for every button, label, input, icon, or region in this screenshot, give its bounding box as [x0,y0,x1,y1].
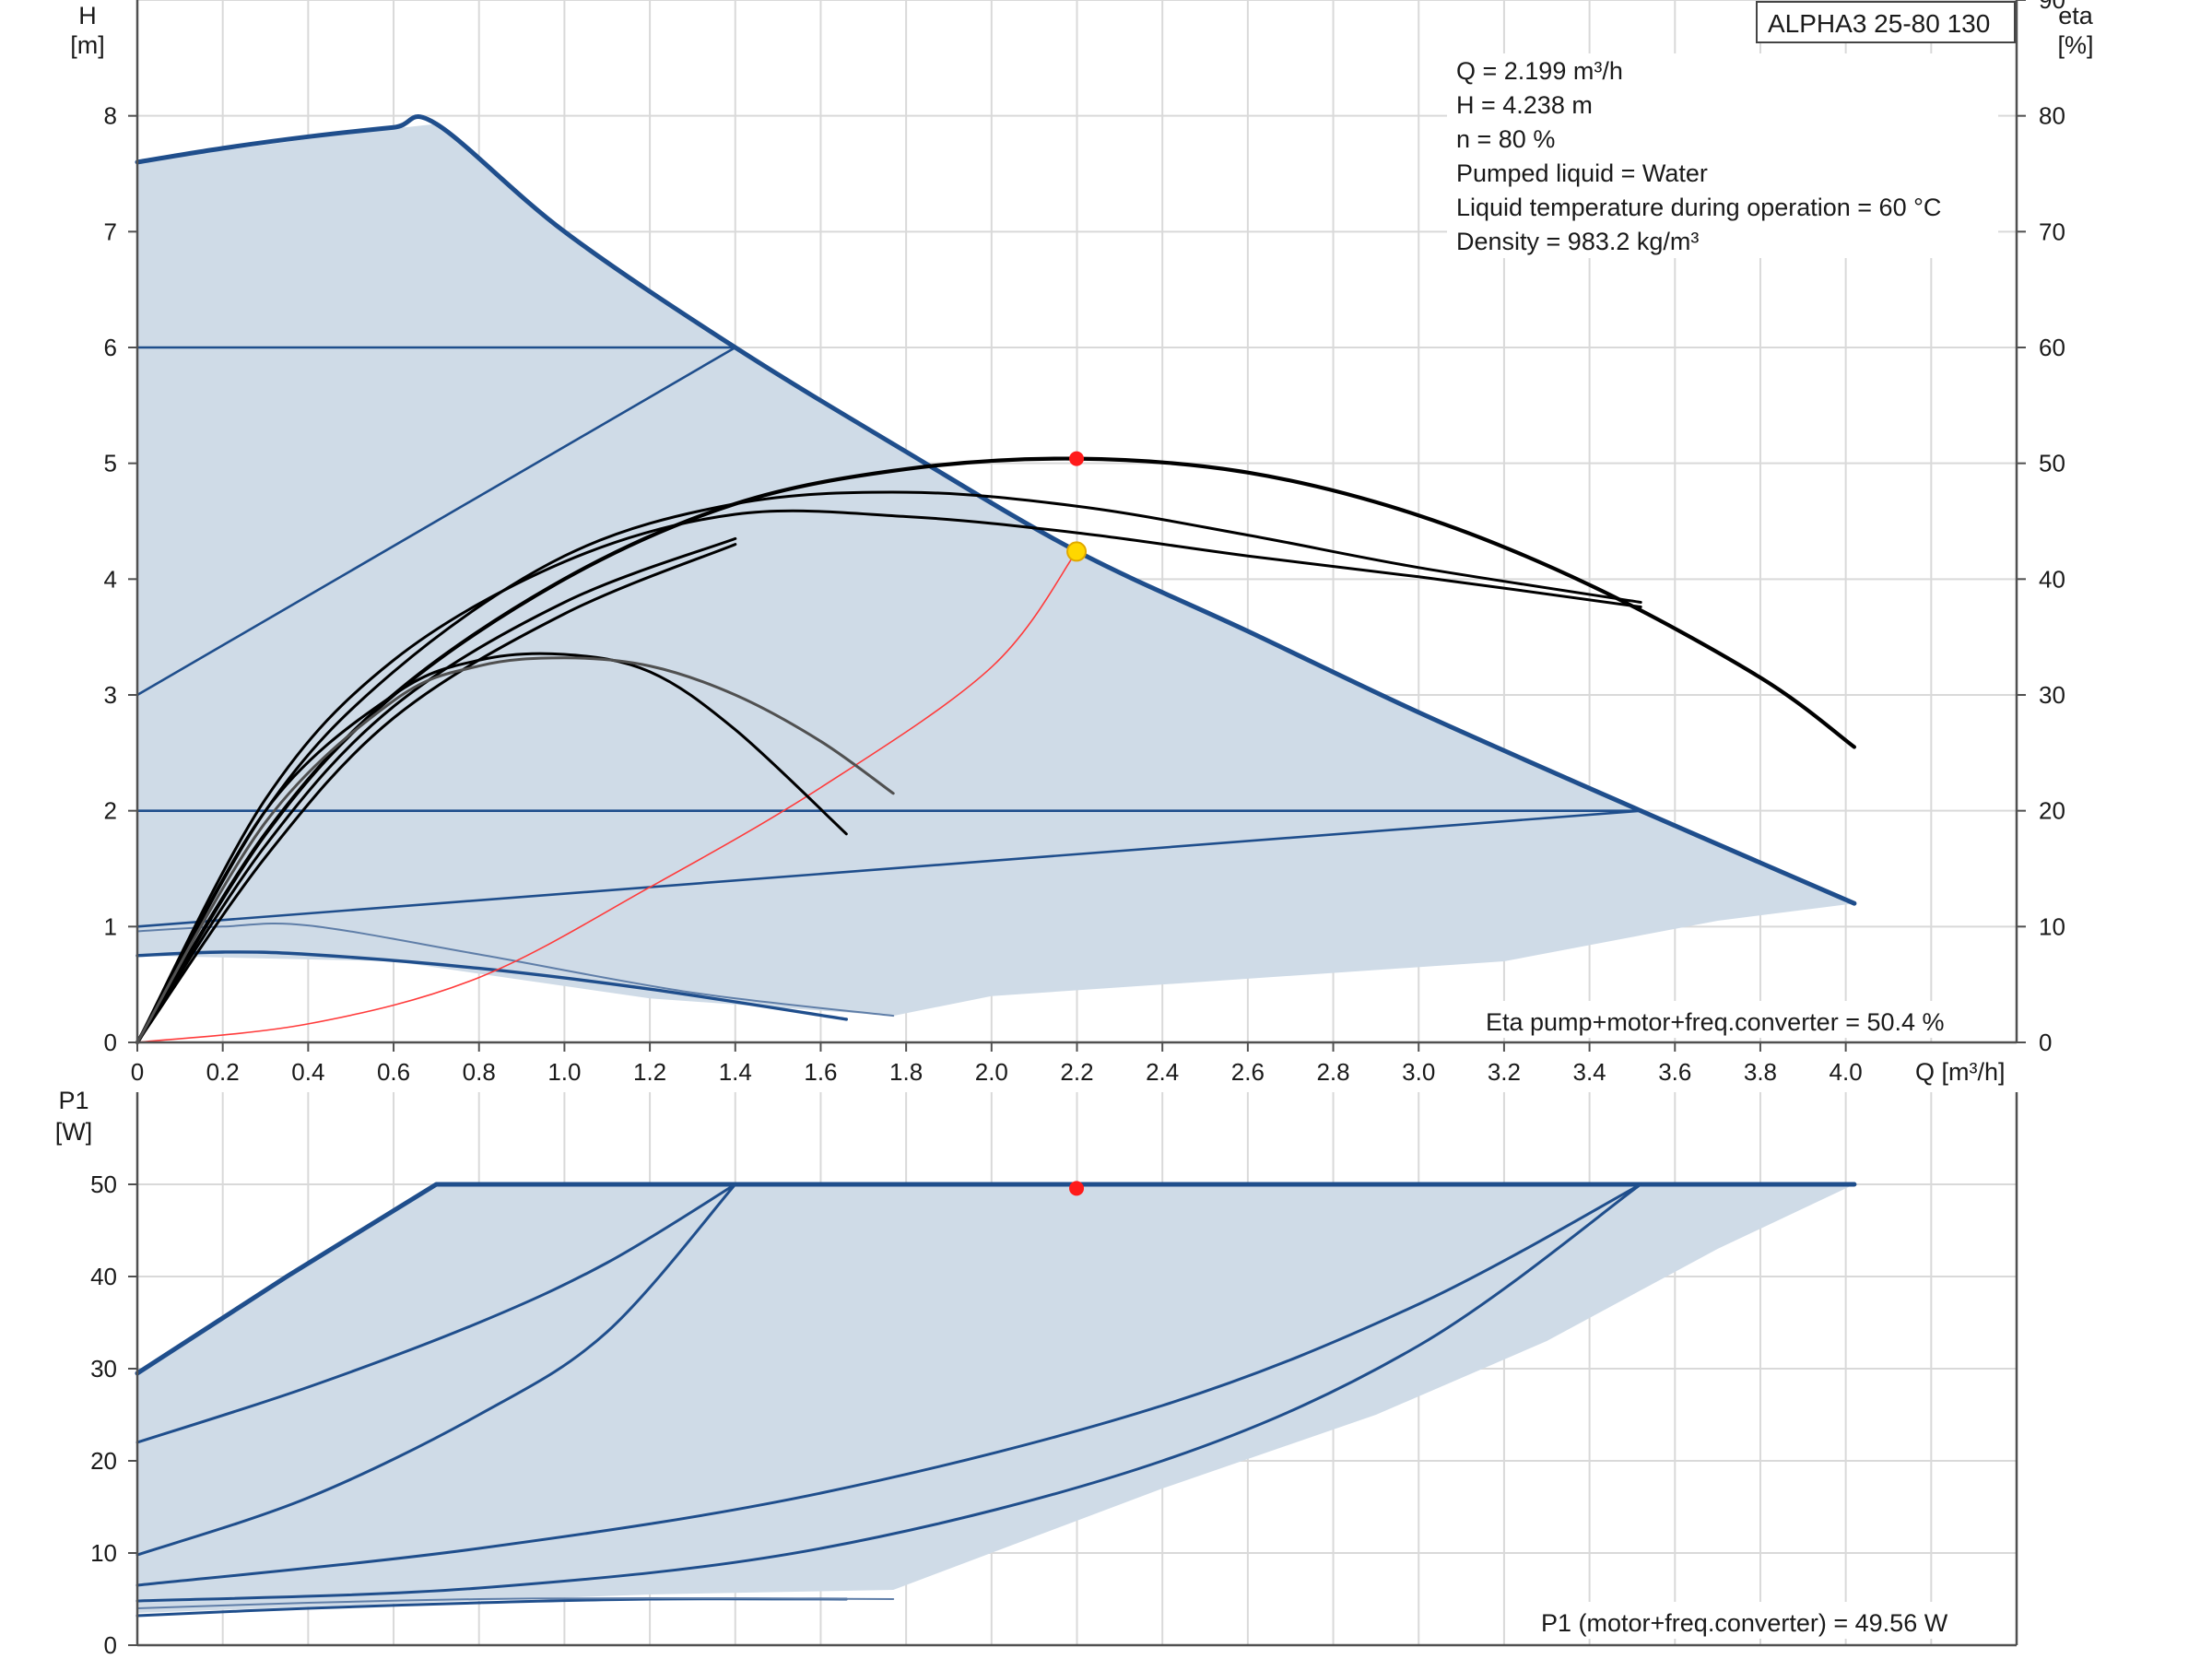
p1-annotation: P1 (motor+freq.converter) = 49.56 W [1541,1609,1948,1637]
eta-tick-label: 30 [2039,681,2065,709]
head-series-eta-min-b [135,656,895,1044]
q-tick-label: 3.2 [1488,1058,1521,1086]
power-curves [135,1182,1857,1618]
q-tick-label: 1.4 [719,1058,752,1086]
head-series-max-curve [135,114,1857,906]
q-tick-label: 3.8 [1744,1058,1777,1086]
p1-tick-label: 20 [90,1447,117,1475]
q-tick-label: 2.8 [1316,1058,1349,1086]
q-tick-label: 2.0 [975,1058,1008,1086]
eta-tick-label: 40 [2039,565,2065,593]
q-tick-label: 0.4 [291,1058,324,1086]
info-speed: n = 80 % [1456,125,1555,153]
q-tick-label: 2.4 [1146,1058,1179,1086]
info-density: Density = 983.2 kg/m³ [1456,228,1699,255]
q-tick-label: 1.6 [804,1058,837,1086]
marker-duty-point [1066,541,1088,562]
eta-axis-label: eta [2058,2,2094,29]
eta-tick-label: 50 [2039,450,2065,477]
h-tick-label: 6 [104,334,117,361]
q-tick-label: 0.8 [463,1058,496,1086]
q-tick-label: 2.2 [1060,1058,1093,1086]
eta-tick-label: 0 [2039,1029,2052,1056]
head-series-system-curve [136,550,1077,1043]
h-axis-label: H [78,2,97,29]
info-box-bg [1447,53,1998,258]
power-series-min-curve-b [136,1597,895,1609]
p1-tick-label: 30 [90,1355,117,1382]
head-series-eta-60pct [135,509,1642,1044]
p1-axis-label: P1 [58,1087,88,1114]
q-tick-label: 1.0 [547,1058,581,1086]
h-tick-label: 7 [104,218,117,245]
p1-tick-label: 40 [90,1263,117,1290]
p1-tick-label: 0 [104,1631,117,1659]
eta-tick-label: 70 [2039,218,2065,245]
h-tick-label: 2 [104,797,117,825]
h-tick-label: 4 [104,565,117,593]
h-tick-label: 0 [104,1029,117,1056]
power-series-const-pressure-2m [135,1182,1642,1587]
head-curves [135,114,1857,1045]
h-tick-label: 1 [104,912,117,940]
power-series-prop-pressure-lower [135,1182,1642,1603]
power-tick-labels: 0 10 20 30 40 50 [90,1171,137,1659]
h-axis-unit: [m] [70,31,105,59]
q-tick-label: 3.4 [1573,1058,1606,1086]
power-series-max-curve [135,1182,1857,1376]
h-tick-label: 5 [104,450,117,477]
eta-tick-label: 90 [2039,0,2065,14]
eta-tick-label: 60 [2039,334,2065,361]
pump-title-box [1756,1,2016,43]
eta-tick-label: 20 [2039,797,2065,825]
q-axis-label: Q [m³/h] [1915,1058,2006,1086]
p1-tick-label: 50 [90,1171,117,1198]
power-markers [1069,1181,1085,1196]
head-series-prop-pressure-upper [135,346,737,697]
eta-annotation: Eta pump+motor+freq.converter = 50.4 % [1486,1008,1945,1036]
head-series-prop-pressure-lower [135,809,1642,928]
h-tick-label: 8 [104,102,117,130]
p1-tick-label: 10 [90,1539,117,1567]
info-liquid: Pumped liquid = Water [1456,159,1708,187]
head-series-min-curve-a [135,950,848,1021]
q-tick-label: 0 [131,1058,144,1086]
q-tick-label: 3.0 [1402,1058,1435,1086]
pump-title: ALPHA3 25-80 130 [1768,9,1990,38]
info-flow: Q = 2.199 m³/h [1456,57,1623,85]
head-series-eta-prop-a [135,536,737,1044]
q-tick-label: 1.2 [633,1058,666,1086]
q-tick-label: 0.2 [206,1058,240,1086]
marker-eta-at-duty [1069,451,1085,466]
h-tick-label: 3 [104,681,117,709]
power-operating-region [137,1184,1854,1613]
head-tick-labels: 0 0.2 0.4 0.6 0.8 1.0 1.2 1.4 1.6 1.8 2.0 2.2 2.4 2.6… [104,0,2065,1086]
head-series-min-curve-b [136,922,895,1018]
q-tick-label: 3.6 [1658,1058,1691,1086]
p1-annotation-bg [1530,1602,1991,1639]
q-tick-label: 1.8 [889,1058,923,1086]
power-region-fill [137,1184,1854,1613]
q-tick-label: 2.6 [1231,1058,1265,1086]
eta-tick-label: 80 [2039,102,2065,130]
info-temperature: Liquid temperature during operation = 60… [1456,194,1941,221]
q-tick-label: 4.0 [1830,1058,1863,1086]
eta-tick-label: 10 [2039,912,2065,940]
head-series-eta-80pct [135,490,1642,1044]
p1-axis-unit: [W] [55,1118,93,1146]
marker-power-at-duty [1069,1181,1085,1196]
head-series-eta-min-a [135,652,848,1044]
power-series-const-pressure-6m [135,1182,737,1444]
q-tick-label: 0.6 [377,1058,410,1086]
info-head: H = 4.238 m [1456,91,1593,119]
power-series-prop-pressure-upper [135,1182,737,1557]
head-markers [1066,451,1088,562]
head-series-eta-prop-b [135,543,737,1044]
eta-axis-unit: [%] [2057,31,2093,59]
eta-annotation-bg [1475,1001,1991,1038]
